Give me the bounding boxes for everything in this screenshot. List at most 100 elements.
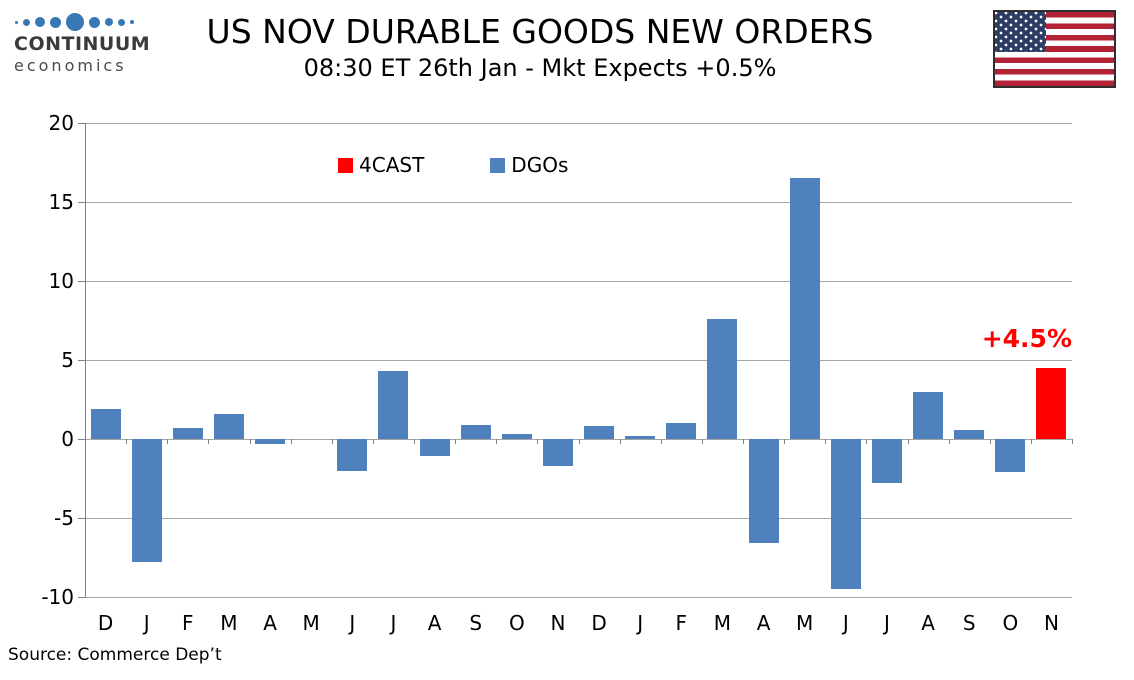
zero-axis-tick: [208, 439, 210, 444]
y-tick-label: 0: [61, 427, 74, 451]
zero-axis-tick: [331, 439, 333, 444]
y-axis-tick: [78, 518, 85, 519]
zero-axis-tick: [126, 439, 128, 444]
x-tick-label: J: [842, 611, 849, 635]
y-axis-tick: [78, 281, 85, 282]
logo-dots-icon: [15, 12, 144, 32]
zero-axis-tick: [1072, 439, 1073, 444]
chart-subtitle: 08:30 ET 26th Jan - Mkt Expects +0.5%: [303, 54, 777, 82]
dgos-bar: [255, 439, 286, 444]
x-tick-label: D: [97, 611, 114, 635]
legend-label: DGOs: [511, 153, 569, 177]
zero-axis-tick: [414, 439, 415, 444]
zero-axis-tick: [743, 439, 744, 444]
dgos-bar: [748, 439, 779, 544]
dgos-bar: [131, 439, 162, 563]
y-axis-tick: [78, 202, 85, 203]
logo-dot-icon: [35, 17, 45, 27]
y-axis-line: [85, 123, 86, 597]
x-tick-label: J: [883, 611, 890, 635]
legend-swatch-icon: [490, 157, 506, 173]
x-tick-label: F: [675, 611, 688, 635]
gridline: [85, 360, 1072, 361]
logo-dot-icon: [23, 18, 30, 26]
x-tick-label: J: [637, 611, 644, 635]
legend-item-dgos: DGOs: [490, 153, 568, 177]
zero-axis-tick: [660, 439, 662, 444]
dgos-bar: [90, 408, 121, 439]
y-tick-label: 5: [61, 348, 74, 372]
continuum-logo: CONTINUUM economics: [14, 12, 150, 75]
zero-axis-tick: [537, 439, 539, 444]
x-tick-label: N: [550, 611, 566, 635]
dgos-bar: [995, 439, 1026, 473]
flag-canton-icon: [995, 12, 1046, 52]
forecast-annotation: +4.5%: [981, 323, 1072, 353]
zero-axis-tick: [578, 439, 580, 444]
x-tick-label: J: [349, 611, 356, 635]
y-axis-tick: [78, 439, 85, 440]
gridline: [85, 281, 1072, 282]
us-flag-icon: [993, 10, 1116, 88]
y-tick-label: 15: [48, 190, 74, 214]
logo-dot-icon: [130, 20, 134, 24]
legend-label: 4CAST: [359, 153, 425, 177]
zero-axis-tick: [372, 439, 374, 444]
title-block: US NOV DURABLE GOODS NEW ORDERS 08:30 ET…: [150, 12, 930, 83]
x-tick-label: N: [1043, 611, 1059, 635]
zero-axis-tick: [948, 439, 950, 444]
dgos-bar: [213, 413, 244, 439]
x-tick-label: O: [508, 611, 525, 635]
dgos-bar: [789, 178, 820, 439]
x-tick-label: S: [469, 611, 483, 635]
dgos-bar: [542, 439, 573, 466]
x-tick-label: O: [1002, 611, 1019, 635]
gridline: [85, 123, 1072, 124]
legend-swatch-icon: [338, 157, 353, 173]
dgos-bar: [419, 439, 450, 457]
logo-dot-icon: [89, 16, 100, 28]
dgos-bar: [460, 424, 491, 439]
x-tick-label: M: [302, 611, 320, 635]
y-axis-tick: [78, 360, 85, 361]
logo-dot-icon: [50, 16, 61, 28]
zero-axis-tick: [866, 439, 868, 444]
4cast-bar: [1036, 367, 1067, 439]
y-tick-label: 10: [48, 269, 74, 293]
zero-axis-tick: [249, 439, 251, 444]
x-tick-label: F: [182, 611, 194, 635]
zero-axis-tick: [167, 439, 169, 444]
dgos-bar: [172, 427, 203, 439]
dgos-bar: [584, 426, 615, 439]
zero-axis-tick: [784, 439, 786, 444]
dgos-bar: [707, 318, 738, 439]
x-tick-label: A: [427, 611, 442, 635]
chart-title: US NOV DURABLE GOODS NEW ORDERS: [206, 12, 874, 51]
dgos-bar: [625, 435, 656, 439]
dgos-bar: [378, 371, 409, 439]
zero-axis-tick: [989, 439, 991, 444]
zero-axis-tick: [1030, 439, 1032, 444]
x-tick-label: M: [220, 611, 238, 635]
y-axis-tick: [78, 123, 85, 124]
zero-axis-tick: [455, 439, 457, 444]
dgos-bar: [954, 429, 985, 439]
zero-axis-tick: [290, 439, 292, 444]
x-tick-label: J: [143, 611, 150, 635]
y-tick-label: 20: [48, 111, 74, 135]
zero-axis-tick: [619, 439, 621, 444]
logo-dot-icon: [66, 13, 84, 31]
logo-dot-icon: [105, 18, 113, 26]
x-tick-label: A: [263, 611, 277, 635]
y-axis-tick: [78, 597, 85, 598]
zero-axis-tick: [825, 439, 827, 444]
logo-tagline: economics: [14, 56, 127, 75]
x-tick-label: J: [390, 611, 397, 635]
x-tick-label: A: [921, 611, 935, 635]
dgos-bar: [830, 439, 861, 590]
y-tick-label: -10: [41, 585, 74, 609]
chart-legend: 4CAST DGOs: [338, 153, 568, 177]
legend-item-4cast: 4CAST: [338, 153, 424, 177]
